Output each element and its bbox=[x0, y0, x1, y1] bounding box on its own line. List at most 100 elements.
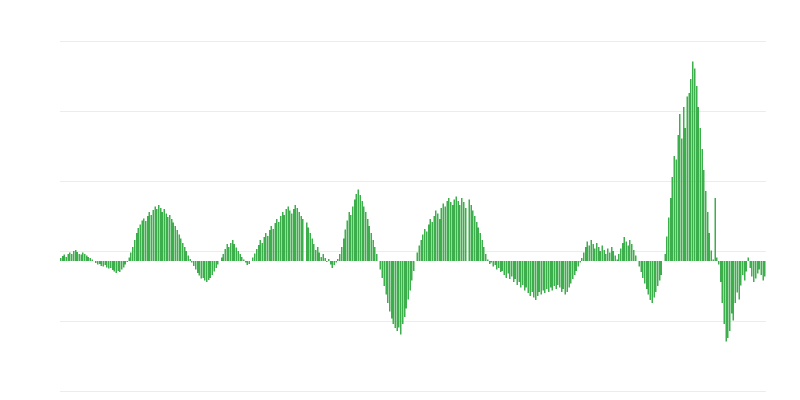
histogram-bar bbox=[130, 252, 132, 261]
histogram-bar bbox=[124, 261, 127, 265]
histogram-bar bbox=[464, 207, 467, 261]
histogram-bar bbox=[207, 261, 210, 280]
histogram-bar bbox=[677, 135, 679, 261]
histogram-bar bbox=[163, 209, 165, 261]
histogram-bar bbox=[734, 261, 737, 303]
histogram-bar bbox=[496, 261, 498, 270]
histogram-bar bbox=[560, 261, 563, 292]
histogram-bar bbox=[111, 261, 114, 271]
histogram-bar bbox=[318, 252, 321, 261]
histogram-bar bbox=[429, 219, 432, 261]
histogram-bar bbox=[213, 261, 215, 272]
histogram-bar bbox=[143, 218, 145, 261]
histogram-bar bbox=[180, 238, 182, 261]
histogram-bar bbox=[226, 244, 228, 261]
histogram-bar bbox=[363, 206, 365, 261]
histogram-bar bbox=[122, 261, 125, 268]
histogram-bar bbox=[601, 245, 604, 261]
histogram-bar bbox=[187, 255, 190, 261]
histogram-bar bbox=[355, 193, 358, 261]
histogram-bar bbox=[96, 261, 99, 265]
histogram-bar bbox=[241, 256, 243, 261]
histogram-bar bbox=[425, 231, 428, 261]
histogram-bar bbox=[512, 261, 515, 282]
histogram-bar bbox=[459, 205, 461, 261]
histogram-bar bbox=[60, 258, 62, 261]
histogram-bar bbox=[339, 254, 341, 261]
histogram-bar bbox=[361, 200, 363, 261]
histogram-bar bbox=[289, 210, 291, 261]
histogram-bar bbox=[156, 209, 158, 261]
histogram-bar bbox=[557, 261, 559, 285]
histogram-bar bbox=[490, 261, 493, 263]
histogram-bar bbox=[438, 219, 441, 261]
histogram-bar bbox=[725, 261, 727, 342]
histogram-bar bbox=[570, 261, 572, 284]
histogram-bar bbox=[592, 244, 594, 261]
histogram-bar bbox=[758, 261, 761, 270]
histogram-bar bbox=[424, 228, 426, 261]
histogram-bar bbox=[132, 247, 134, 261]
histogram-bar bbox=[403, 261, 406, 317]
histogram-bar bbox=[235, 247, 238, 261]
histogram-bar bbox=[370, 233, 372, 261]
histogram-bar bbox=[453, 199, 456, 261]
histogram-bar bbox=[222, 254, 225, 261]
histogram-bar bbox=[313, 244, 315, 261]
histogram-bar bbox=[344, 229, 347, 261]
histogram-bar bbox=[400, 261, 402, 335]
histogram-bar bbox=[189, 258, 191, 261]
histogram-bar bbox=[740, 261, 742, 286]
histogram-bar bbox=[209, 261, 212, 278]
histogram-bar bbox=[608, 252, 611, 261]
histogram-bar bbox=[741, 261, 744, 275]
histogram-bar bbox=[462, 202, 465, 261]
histogram-bar bbox=[420, 240, 422, 261]
histogram-bar bbox=[268, 230, 271, 261]
histogram-bar bbox=[387, 261, 389, 303]
histogram-bar bbox=[398, 261, 400, 328]
histogram-bar bbox=[374, 247, 376, 261]
histogram-bar bbox=[703, 170, 705, 261]
histogram-bar bbox=[196, 261, 199, 273]
histogram-bar bbox=[146, 216, 149, 261]
histogram-bar bbox=[278, 221, 280, 261]
histogram-bar bbox=[348, 212, 350, 261]
histogram-bar bbox=[331, 261, 334, 268]
histogram-bar bbox=[91, 259, 93, 261]
histogram-bar bbox=[468, 199, 470, 261]
histogram-bar bbox=[645, 261, 648, 289]
histogram-bar bbox=[656, 261, 659, 287]
histogram-bar bbox=[165, 213, 167, 261]
histogram-bar bbox=[473, 216, 476, 261]
histogram-bar bbox=[649, 261, 652, 301]
histogram-bar bbox=[255, 249, 258, 261]
histogram-bar bbox=[392, 261, 395, 324]
histogram-bar bbox=[743, 261, 746, 281]
histogram-bar bbox=[566, 261, 568, 292]
histogram-bar bbox=[625, 241, 628, 261]
histogram-bar bbox=[119, 261, 121, 273]
histogram-bar bbox=[394, 261, 397, 329]
histogram-bar bbox=[150, 214, 153, 261]
histogram-bar bbox=[542, 261, 544, 291]
histogram-bar bbox=[679, 114, 681, 261]
histogram-bar bbox=[644, 261, 646, 284]
histogram-bar bbox=[320, 256, 323, 261]
histogram-bar bbox=[738, 261, 740, 300]
histogram-bar bbox=[285, 209, 287, 261]
histogram-bar bbox=[315, 249, 317, 261]
histogram-bar bbox=[717, 261, 720, 265]
histogram-bar bbox=[274, 223, 276, 261]
histogram-bar bbox=[647, 261, 650, 295]
histogram-bar bbox=[756, 261, 759, 274]
histogram-bar bbox=[690, 79, 692, 261]
histogram-bar bbox=[346, 220, 348, 261]
histogram-bar bbox=[547, 261, 550, 292]
histogram-bar bbox=[337, 258, 339, 261]
histogram-bar bbox=[664, 254, 666, 261]
histogram-bar bbox=[89, 258, 92, 261]
histogram-bar bbox=[431, 221, 433, 261]
histogram-bar bbox=[266, 235, 269, 261]
